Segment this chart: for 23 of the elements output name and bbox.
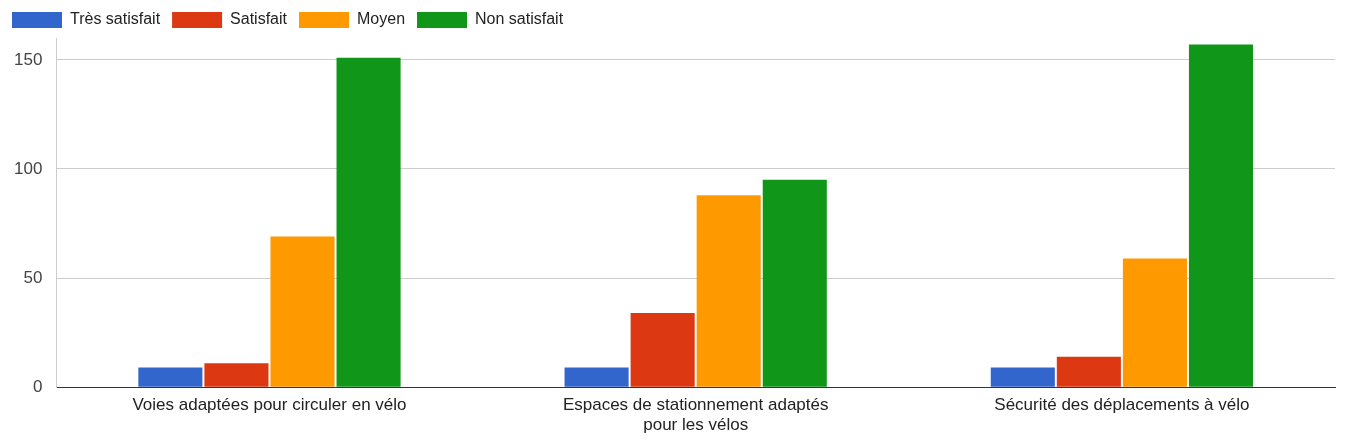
bar	[762, 179, 827, 387]
x-tick-label: Voies adaptées pour circuler en vélo	[132, 395, 407, 415]
y-tick-label: 50	[23, 267, 43, 287]
bar	[564, 367, 629, 387]
legend-label: Non satisfait	[475, 10, 564, 28]
bar	[1188, 44, 1254, 387]
x-tick-label: Espaces de stationnement adaptés pour les vélos	[562, 395, 829, 435]
y-tick-label: 150	[13, 49, 43, 69]
legend-label: Moyen	[357, 10, 406, 28]
legend-label: Très satisfait	[70, 10, 161, 28]
bar	[204, 363, 269, 387]
bar	[138, 367, 203, 387]
y-tick-label: 100	[13, 158, 43, 178]
bar	[270, 236, 335, 387]
legend-label: Satisfait	[230, 10, 288, 28]
bar	[696, 195, 761, 387]
y-tick-label: 0	[32, 376, 43, 396]
x-tick-label: Sécurité des déplacements à vélo	[994, 395, 1250, 415]
bar	[1056, 356, 1121, 387]
bar	[1122, 258, 1187, 387]
bar	[630, 313, 695, 387]
bar	[336, 57, 401, 387]
bar	[990, 367, 1055, 387]
